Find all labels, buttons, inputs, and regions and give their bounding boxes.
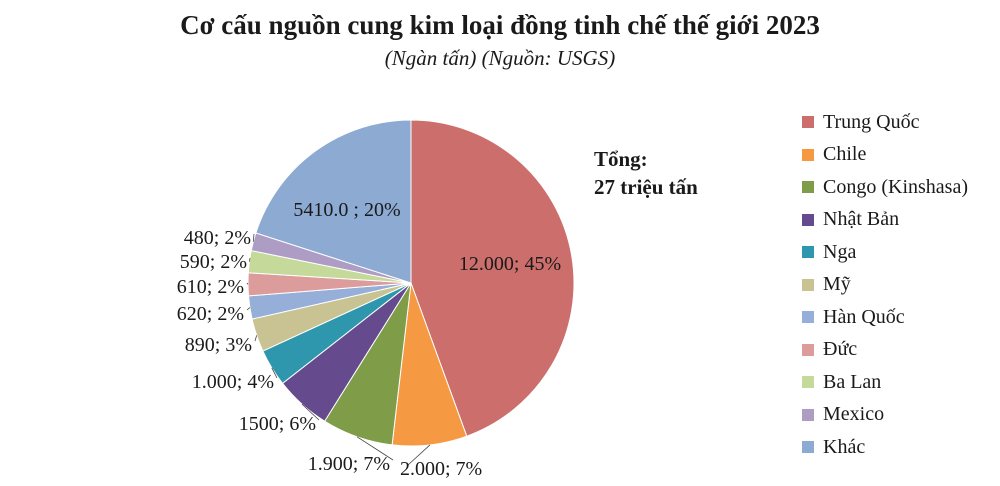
legend-swatch — [802, 408, 814, 421]
total-annotation: Tổng: 27 triệu tấn — [594, 145, 698, 201]
leader-line-duc — [246, 282, 249, 285]
legend-swatch — [802, 181, 814, 194]
legend-label: Hàn Quốc — [823, 305, 905, 328]
data-label-chile: 2.000; 7% — [400, 458, 482, 480]
legend-item-nga: Nga — [802, 236, 968, 269]
legend-label: Mỹ — [823, 273, 851, 296]
data-label-mexico: 480; 2% — [184, 227, 251, 249]
legend-label: Nhật Bản — [823, 208, 900, 231]
legend-swatch — [802, 441, 814, 454]
legend-label: Chile — [823, 143, 867, 166]
total-label: Tổng: — [594, 147, 648, 171]
legend-swatch — [802, 246, 814, 259]
legend-item-chile: Chile — [802, 139, 968, 172]
chart-subtitle: (Ngàn tấn) (Nguồn: USGS) — [384, 46, 616, 70]
total-value: 27 triệu tấn — [594, 175, 698, 199]
legend: Trung Quốc Chile Congo (Kinshasa) Nhật Bản N… — [802, 106, 968, 464]
legend-swatch — [802, 116, 814, 129]
leader-line-han-quoc — [246, 307, 251, 311]
legend-item-khac: Khác — [802, 431, 968, 464]
legend-item-trung-quoc: Trung Quốc — [802, 106, 968, 139]
data-label-khac: 5410.0 ; 20% — [293, 199, 400, 221]
leader-line-nhat-ban — [301, 403, 320, 421]
leader-line-chile — [407, 444, 431, 466]
data-label-congo-kinshasa: 1.900; 7% — [308, 453, 390, 475]
legend-label: Đức — [823, 338, 858, 361]
legend-label: Khác — [823, 435, 866, 458]
legend-item-congo-kinshasa: Congo (Kinshasa) — [802, 171, 968, 204]
legend-swatch — [802, 376, 814, 389]
data-label-ba-lan: 590; 2% — [180, 251, 247, 273]
legend-swatch — [802, 213, 814, 226]
leader-lines — [246, 233, 431, 466]
legend-item-duc: Đức — [802, 334, 968, 367]
legend-item-ba-lan: Ba Lan — [802, 366, 968, 399]
data-label-han-quoc: 620; 2% — [177, 303, 244, 325]
legend-item-mexico: Mexico — [802, 399, 968, 432]
legend-swatch — [802, 148, 814, 161]
legend-item-my: Mỹ — [802, 269, 968, 302]
data-labels: 12.000; 45% 2.000; 7% 1.900; 7% 1500; 6% 1.0… — [177, 199, 561, 480]
legend-label: Trung Quốc — [823, 110, 920, 133]
leader-line-congo-kinshasa — [356, 436, 394, 461]
chart-title: Cơ cấu nguồn cung kim loại đồng tinh chế… — [180, 10, 820, 40]
data-label-nhat-ban: 1500; 6% — [239, 413, 316, 435]
legend-label: Mexico — [823, 403, 885, 426]
legend-item-nhat-ban: Nhật Bản — [802, 204, 968, 237]
data-label-trung-quoc: 12.000; 45% — [459, 253, 561, 275]
data-label-duc: 610; 2% — [177, 276, 244, 298]
leader-line-ba-lan — [249, 257, 251, 262]
data-label-nga: 1.000; 4% — [192, 371, 274, 393]
legend-item-han-quoc: Hàn Quốc — [802, 301, 968, 334]
leader-line-nga — [271, 367, 278, 379]
pie-slice-trung-quoc — [410, 119, 575, 437]
legend-label: Ba Lan — [823, 370, 882, 393]
pie-slices — [247, 119, 575, 447]
data-label-my: 890; 3% — [185, 334, 252, 356]
pie-slice-khac — [255, 119, 412, 284]
legend-label: Nga — [823, 240, 857, 263]
legend-swatch — [802, 278, 814, 291]
legend-swatch — [802, 311, 814, 324]
leader-line-mexico — [252, 233, 255, 242]
legend-swatch — [802, 343, 814, 356]
leader-line-my — [254, 335, 258, 342]
legend-label: Congo (Kinshasa) — [823, 175, 968, 198]
